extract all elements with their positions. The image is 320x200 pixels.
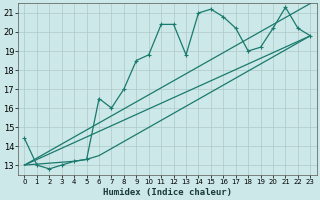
X-axis label: Humidex (Indice chaleur): Humidex (Indice chaleur) (103, 188, 232, 197)
